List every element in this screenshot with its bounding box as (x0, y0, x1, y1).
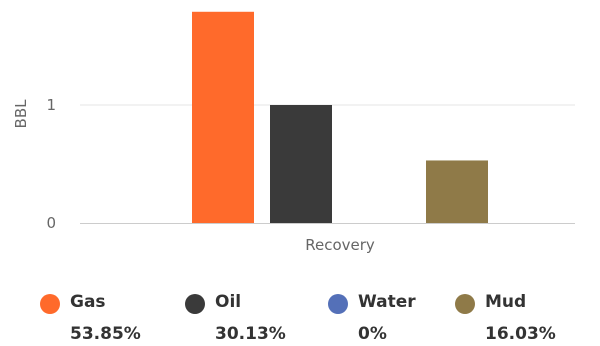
legend-item-water[interactable]: Water 0% (328, 286, 468, 346)
y-tick-label: 0 (46, 214, 56, 232)
bar-chart: 01 Recovery BBL (12, 11, 575, 254)
legend-percent-water: 0% (358, 324, 387, 344)
x-axis-label: Recovery (305, 236, 375, 254)
legend-marker-water (328, 294, 348, 314)
legend-marker-oil (185, 294, 205, 314)
bar-mud[interactable] (426, 160, 488, 223)
legend-percent-oil: 30.13% (215, 324, 286, 344)
bar-gas[interactable] (192, 11, 254, 224)
y-tick-labels: 01 (46, 96, 56, 232)
legend-item-mud[interactable]: Mud 16.03% (455, 286, 595, 346)
legend-item-gas[interactable]: Gas 53.85% (40, 286, 180, 346)
bars (192, 11, 488, 224)
legend-percent-mud: 16.03% (485, 324, 556, 344)
legend-item-oil[interactable]: Oil 30.13% (185, 286, 325, 346)
y-axis-label: BBL (12, 99, 30, 129)
legend-marker-gas (40, 294, 60, 314)
legend-marker-mud (455, 294, 475, 314)
legend-label-oil: Oil (215, 292, 242, 312)
bar-oil[interactable] (270, 105, 332, 223)
y-tick-label: 1 (46, 96, 56, 114)
legend: Gas 53.85% Oil 30.13% Water 0% Mud 16.03… (0, 286, 600, 346)
legend-label-mud: Mud (485, 292, 527, 312)
legend-percent-gas: 53.85% (70, 324, 141, 344)
legend-label-water: Water (358, 292, 416, 312)
legend-label-gas: Gas (70, 292, 106, 312)
